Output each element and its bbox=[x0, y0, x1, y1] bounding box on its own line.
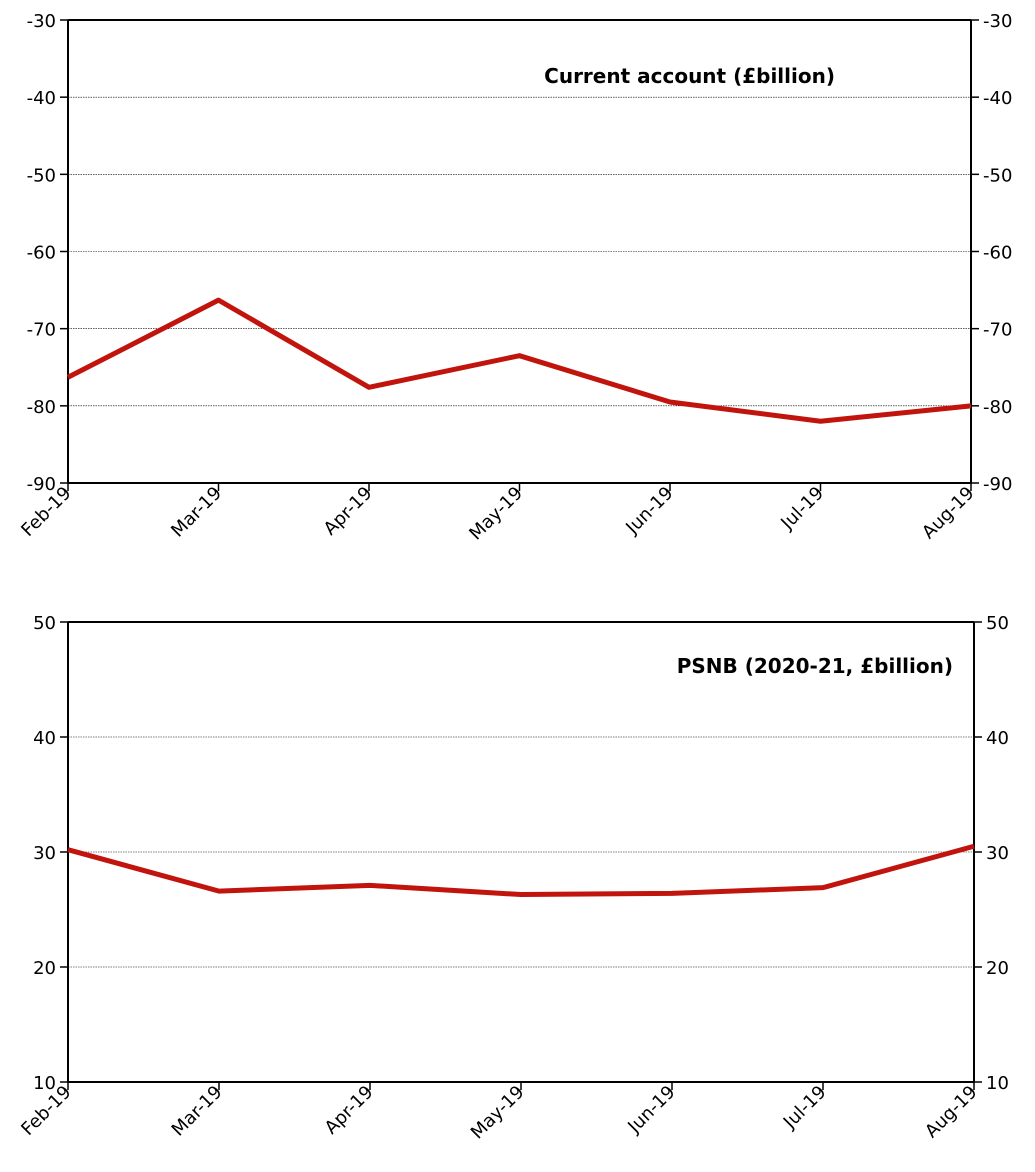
y-tick-label-left: -50 bbox=[27, 165, 56, 186]
y-tick-label-right: -60 bbox=[983, 243, 1012, 264]
y-tick-label-left: -40 bbox=[27, 88, 56, 109]
y-tick-label-left: -90 bbox=[27, 474, 56, 495]
x-tick-label: Apr-19 bbox=[320, 483, 377, 540]
y-tick-label-right: -50 bbox=[983, 165, 1012, 186]
y-tick-label-right: 50 bbox=[986, 613, 1009, 634]
current-account-chart: -30 -30 -40 -40 -50 -50 -60 -60 -70 -70 -80 -80 -90 -… bbox=[17, 11, 1012, 545]
y-tick-label-left: 10 bbox=[33, 1073, 56, 1094]
y-tick-label-left: 50 bbox=[33, 613, 56, 634]
x-tick-label: May-19 bbox=[465, 483, 527, 545]
y-tick-label-right: -30 bbox=[983, 11, 1012, 32]
y-tick-label-left: -70 bbox=[27, 320, 56, 341]
y-tick-label-right: -70 bbox=[983, 320, 1012, 341]
x-tick-label: May-19 bbox=[467, 1082, 529, 1144]
y-tick-label-left: -60 bbox=[27, 243, 56, 264]
x-tick-label: Aug-19 bbox=[921, 1082, 981, 1142]
y-tick-label-right: -80 bbox=[983, 397, 1012, 418]
y-tick-label-right: 30 bbox=[986, 843, 1009, 864]
y-tick-label-left: -30 bbox=[27, 11, 56, 32]
chart-title: PSNB (2020-21, £billion) bbox=[677, 654, 953, 678]
y-tick-label-right: -40 bbox=[983, 88, 1012, 109]
series-line bbox=[67, 843, 975, 898]
x-tick-label: Jun-19 bbox=[623, 1082, 679, 1138]
y-tick-label-left: 40 bbox=[33, 728, 56, 749]
y-tick-label-right: 40 bbox=[986, 728, 1009, 749]
x-tick-label: Jul-19 bbox=[779, 1082, 831, 1134]
y-tick-label-right: 10 bbox=[986, 1073, 1009, 1094]
chart-title: Current account (£billion) bbox=[544, 64, 835, 88]
x-tick-label: Apr-19 bbox=[321, 1082, 378, 1139]
x-tick-label: Aug-19 bbox=[918, 483, 978, 543]
x-tick-label: Jul-19 bbox=[776, 483, 828, 535]
y-tick-label-left: 20 bbox=[33, 958, 56, 979]
y-tick-label-left: -80 bbox=[27, 397, 56, 418]
y-tick-label-right: 20 bbox=[986, 958, 1009, 979]
x-tick-label: Mar-19 bbox=[167, 483, 226, 542]
series-line bbox=[66, 297, 972, 424]
y-tick-label-left: 30 bbox=[33, 843, 56, 864]
x-tick-label: Mar-19 bbox=[168, 1082, 227, 1141]
x-tick-label: Jun-19 bbox=[621, 483, 677, 539]
y-tick-label-right: -90 bbox=[983, 474, 1012, 495]
